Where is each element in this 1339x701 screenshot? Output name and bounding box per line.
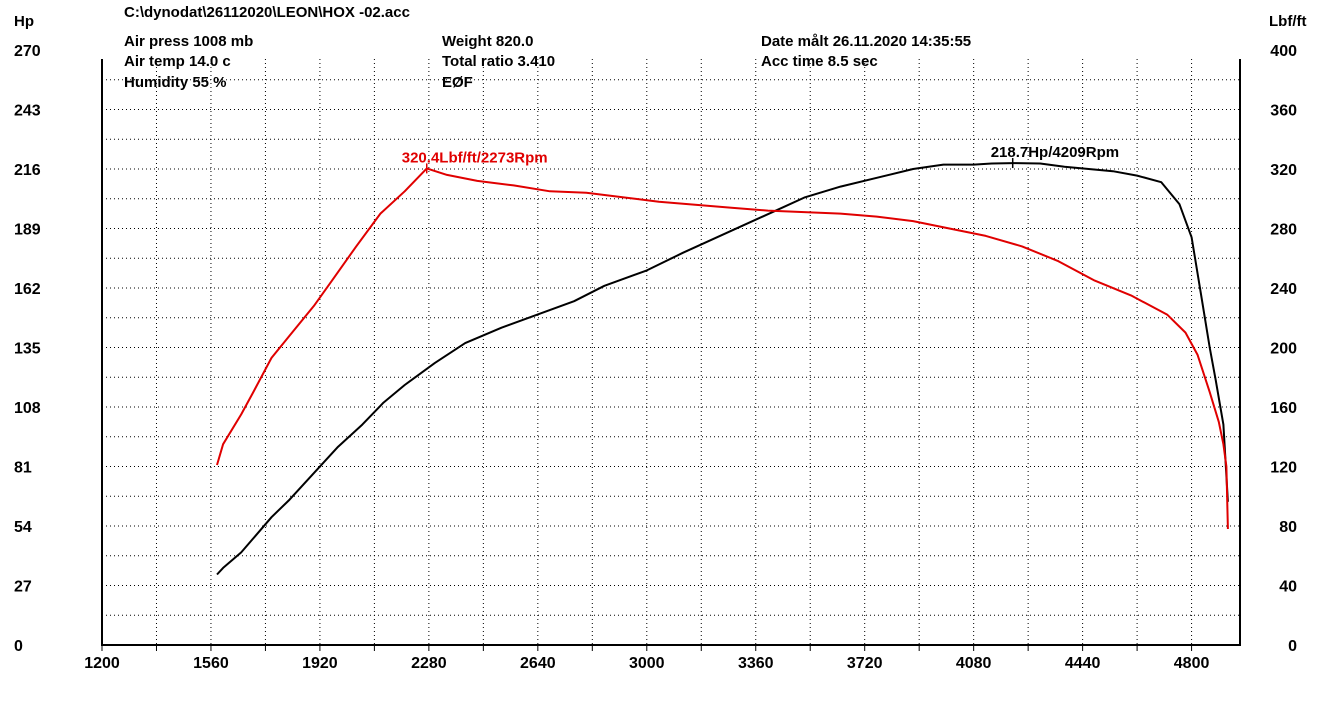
left-tick-label: 189 [14,222,41,239]
x-tick-label: 2640 [520,655,556,672]
right-tick-label: 400 [1270,43,1297,60]
total-ratio: Total ratio 3.410 [442,53,555,70]
right-tick-label: 240 [1270,281,1297,298]
tick-labels: 1200 1560 1920 2280 2640 3000 3360 3720 4080 4440… [14,43,1297,672]
left-axis-title: Hp [14,13,34,30]
plot-frame [101,59,1241,646]
left-tick-label: 216 [14,162,41,179]
left-tick-label: 108 [14,400,41,417]
humidity: Humidity 55 % [124,74,227,91]
x-tick-label: 1200 [84,655,120,672]
power-curve [216,162,1229,576]
right-tick-label: 0 [1288,638,1297,655]
right-tick-label: 280 [1270,222,1297,239]
left-tick-label: 135 [14,341,41,358]
left-tick-label: 162 [14,281,41,298]
x-tick-label: 3000 [629,655,665,672]
x-tick-label: 2280 [411,655,447,672]
right-tick-label: 40 [1279,579,1297,596]
right-tick-label: 360 [1270,103,1297,120]
peak-annotations: 218.7Hp/4209Rpm 320.4Lbf/ft/2273Rpm [402,144,1119,174]
right-tick-label: 200 [1270,341,1297,358]
torque-peak-label: 320.4Lbf/ft/2273Rpm [402,149,548,166]
right-tick-label: 120 [1270,460,1297,477]
air-press: Air press 1008 mb [124,33,253,50]
right-tick-label: 80 [1279,519,1297,536]
file-path: C:\dynodat\26112020\LEON\HOX -02.acc [124,4,410,21]
date-measured: Date målt 26.11.2020 14:35:55 [761,33,971,50]
left-tick-label: 54 [14,519,32,536]
torque-curve [216,167,1229,530]
x-tick-label: 1920 [302,655,338,672]
x-tick-label: 4800 [1174,655,1210,672]
acc-time: Acc time 8.5 sec [761,53,878,70]
right-axis-title: Lbf/ft [1269,13,1306,30]
right-tick-label: 320 [1270,162,1297,179]
left-tick-label: 270 [14,43,41,60]
x-tick-label: 1560 [193,655,229,672]
left-tick-label: 27 [14,579,32,596]
x-tick-label: 4440 [1065,655,1101,672]
x-tick-label: 3720 [847,655,883,672]
left-tick-label: 243 [14,103,41,120]
right-tick-label: 160 [1270,400,1297,417]
air-temp: Air temp 14.0 c [124,53,231,70]
left-tick-label: 0 [14,638,23,655]
x-tick-label: 4080 [956,655,992,672]
eof-label: EØF [442,74,473,91]
series-lines [216,162,1229,576]
weight: Weight 820.0 [442,33,533,50]
left-tick-label: 81 [14,460,32,477]
x-tick-label: 3360 [738,655,774,672]
hp-peak-label: 218.7Hp/4209Rpm [991,144,1119,161]
